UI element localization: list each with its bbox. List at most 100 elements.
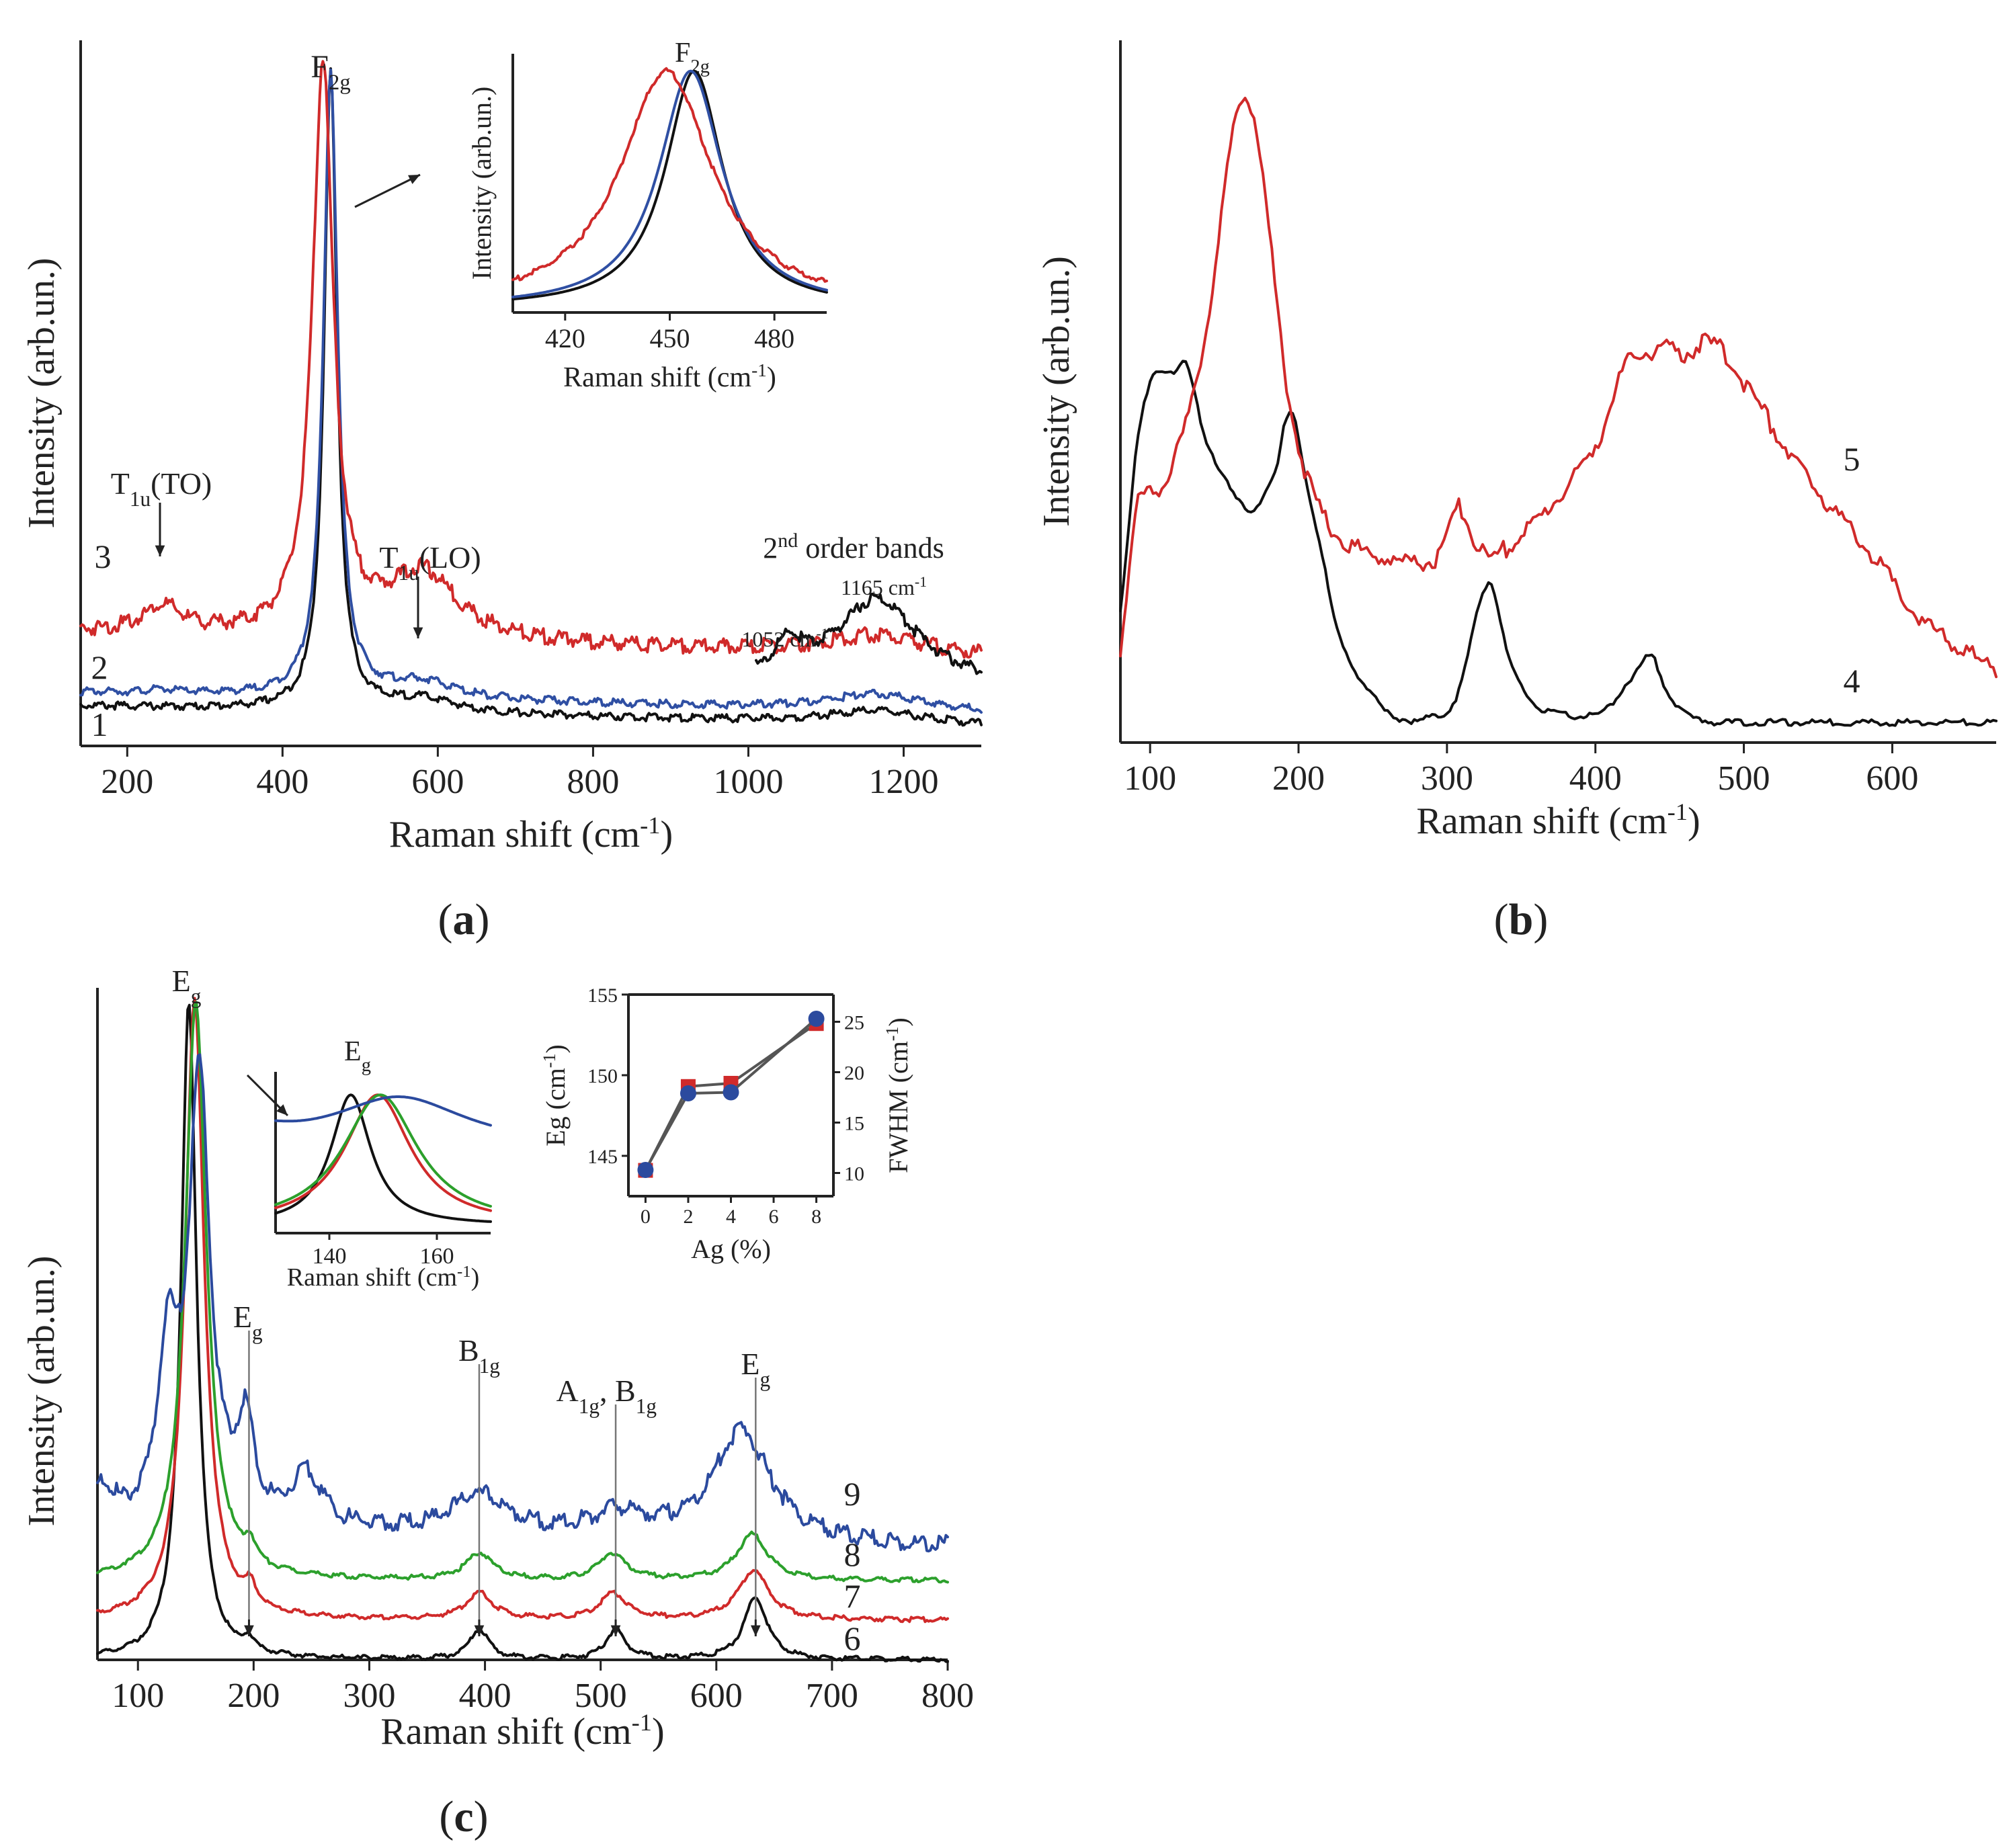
panel-c-x-tick-label: 200 <box>227 1677 280 1715</box>
panel-c-inset-trend-ylabel-right-part: FWHM (cm <box>883 1041 913 1173</box>
panel-c-inset-peak-xlabel: Raman shift (cm-1) <box>287 1263 480 1292</box>
panel-c-mode-arrow-head <box>244 1625 254 1636</box>
panel-a-annotation-t1u-to-part: (TO) <box>151 466 212 501</box>
panel-a-ylabel: Intensity (arb.un.) <box>21 258 63 529</box>
panel-c-inset-trend-x-tick-label: 4 <box>726 1206 736 1228</box>
panel-c-mode-arrow-head <box>474 1625 485 1636</box>
panel-c-inset-trend-point-FWHM <box>680 1085 696 1101</box>
panel-caption-part: ( <box>1494 895 1509 944</box>
panel-a-inset-series-2 <box>511 69 828 298</box>
panel-c-inset-trend-right-tick-label: 25 <box>844 1012 864 1034</box>
panel-a-inset-title-part: F <box>675 38 690 69</box>
panel-a-inset-x-tick-label: 420 <box>545 323 585 353</box>
panel-a-inset-series-1 <box>511 69 828 301</box>
panel-c-inset-trend-point-FWHM <box>637 1162 654 1178</box>
panel-b-x-tick-label: 100 <box>1124 759 1176 798</box>
panel-a-arrow-inset <box>354 173 421 208</box>
panel-a-annotation-t1u-lo-part: (LO) <box>419 540 481 575</box>
panel-c-annotation-eg-196: Eg <box>233 1300 263 1344</box>
panel-caption-part: ) <box>475 895 490 944</box>
panel-c-inset-trend-ylabel-left-part: -1 <box>540 1054 559 1068</box>
panel-a-annotation-2nd-order-part: nd <box>778 530 798 552</box>
panel-c-inset-trend-right-tick-label: 10 <box>844 1163 864 1185</box>
panel-c-annotation-b1g-part: B <box>458 1333 479 1368</box>
panel-a-curve-label-2: 2 <box>91 648 108 686</box>
panel-a-inset-x-tick-label: 450 <box>650 323 690 353</box>
panel-caption-b: (b) <box>1494 895 1549 944</box>
panel-c-annotation-a1g-b1g-part: 1g <box>636 1394 657 1418</box>
panel-c-inset-trend-x-tick-label: 2 <box>683 1206 693 1228</box>
panel-a-annotation-t1u-to: T1u(TO) <box>111 466 212 511</box>
panel-a-arrow-t1u-lo-head <box>413 627 423 638</box>
panel-c-inset-trend-ylabel-right: FWHM (cm-1) <box>882 1017 914 1173</box>
panel-b-x-tick-label: 400 <box>1569 759 1622 798</box>
panel-b-curve-label-5: 5 <box>1844 440 1860 478</box>
panel-a-annotation-t1u-lo-part: 1u <box>398 561 419 585</box>
panel-a-arrow-inset-head <box>408 175 420 184</box>
panel-c-inset-trend-ylabel-right-part: -1 <box>882 1027 902 1042</box>
panel-b-xlabel-part: Raman shift (cm <box>1416 800 1667 842</box>
panel-caption-part: c <box>454 1792 473 1841</box>
panel-c-inset-trend-right-tick-label: 20 <box>844 1062 864 1085</box>
panel-c-inset-trend-left-tick-label: 150 <box>587 1065 618 1087</box>
panel-caption-c: (c) <box>439 1792 488 1841</box>
panel-c-x-tick-label: 100 <box>112 1677 164 1715</box>
panel-c-annotation-eg-main-part: E <box>172 964 191 998</box>
panel-caption-a: (a) <box>438 895 490 944</box>
panel-c-x-tick-label: 800 <box>921 1677 974 1715</box>
panel-c-inset-trend-x-tick-label: 6 <box>769 1206 779 1228</box>
panel-c-x-tick-label: 700 <box>806 1677 858 1715</box>
panel-c-series-8 <box>96 1001 949 1584</box>
panel-caption-part: ( <box>439 1792 454 1841</box>
panel-c-annotation-eg-634-part: E <box>741 1347 759 1381</box>
panel-a-x-tick-label: 800 <box>567 763 619 801</box>
panel-c-curve-label-8: 8 <box>844 1536 861 1573</box>
panel-c-curve-label-9: 9 <box>844 1475 861 1513</box>
panel-a-inset-xlabel-part: ) <box>767 362 776 393</box>
panel-c-annotation-b1g-part: 1g <box>479 1354 501 1378</box>
panel-c-inset-trend-ylabel-left: Eg (cm-1) <box>540 1044 571 1146</box>
panel-c-inset-trend-left-tick-label: 145 <box>587 1146 618 1168</box>
panel-c-annotation-eg-196-part: E <box>233 1300 252 1334</box>
panel-c-annotation-eg-main-part: g <box>191 984 202 1008</box>
panel-c-inset-trend-xlabel: Ag (%) <box>691 1234 771 1264</box>
panel-caption-part: ( <box>438 895 453 944</box>
panel-a-x-tick-label: 600 <box>411 763 464 801</box>
panel-a-annotation-1052: 1052 cm-1 <box>741 626 828 651</box>
panel-b-ylabel: Intensity (arb.un.) <box>1036 256 1077 527</box>
panel-c-inset-peak-title-part: g <box>362 1055 371 1076</box>
panel-a-series-3 <box>79 60 983 659</box>
panel-a-annotation-t1u-lo-part: T <box>379 540 398 575</box>
panel-a-annotation-1165: 1165 cm-1 <box>841 574 927 599</box>
panel-caption-part: b <box>1509 895 1534 944</box>
panel-a-annotation-t1u-to-part: 1u <box>130 487 151 511</box>
panel-c-annotation-a1g-b1g: A1g, B1g <box>557 1374 657 1418</box>
panel-a-inset-xlabel-part: Raman shift (cm <box>563 362 751 393</box>
panel-c-annotation-b1g: B1g <box>458 1333 500 1378</box>
panel-a-annotation-2nd-order-part: order bands <box>798 532 944 564</box>
panel-c-ylabel: Intensity (arb.un.) <box>21 1256 63 1527</box>
panel-c-annotation-eg-main: Eg <box>172 964 202 1008</box>
panel-a-annotation-1165-part: 1165 cm <box>841 575 915 599</box>
panel-c-series-6 <box>96 1003 949 1663</box>
panel-b-curve-label-4: 4 <box>1844 662 1860 700</box>
panel-c-xlabel: Raman shift (cm-1) <box>380 1709 664 1753</box>
panel-c-annotation-eg-634: Eg <box>741 1347 770 1391</box>
panel-c-inset-trend-x-tick-label: 0 <box>641 1206 651 1228</box>
panel-c-xlabel-part: Raman shift (cm <box>380 1711 631 1753</box>
panel-a-x-tick-label: 200 <box>101 763 153 801</box>
panel-c-inset-peak-series-8 <box>274 1093 492 1208</box>
panel-c-curve-label-6: 6 <box>844 1620 861 1657</box>
panel-c-inset-trend-line-Eg <box>644 1022 818 1172</box>
panel-a-inset-ylabel: Intensity (arb.un.) <box>466 87 497 280</box>
panel-caption-part: ) <box>474 1792 489 1841</box>
panel-c-annotation-eg-196-part: g <box>252 1320 263 1344</box>
panel-b-xlabel-part: ) <box>1688 800 1700 842</box>
panel-a-arrow-t1u-to-head <box>155 545 165 556</box>
panel-b-x-tick-label: 600 <box>1866 759 1918 798</box>
